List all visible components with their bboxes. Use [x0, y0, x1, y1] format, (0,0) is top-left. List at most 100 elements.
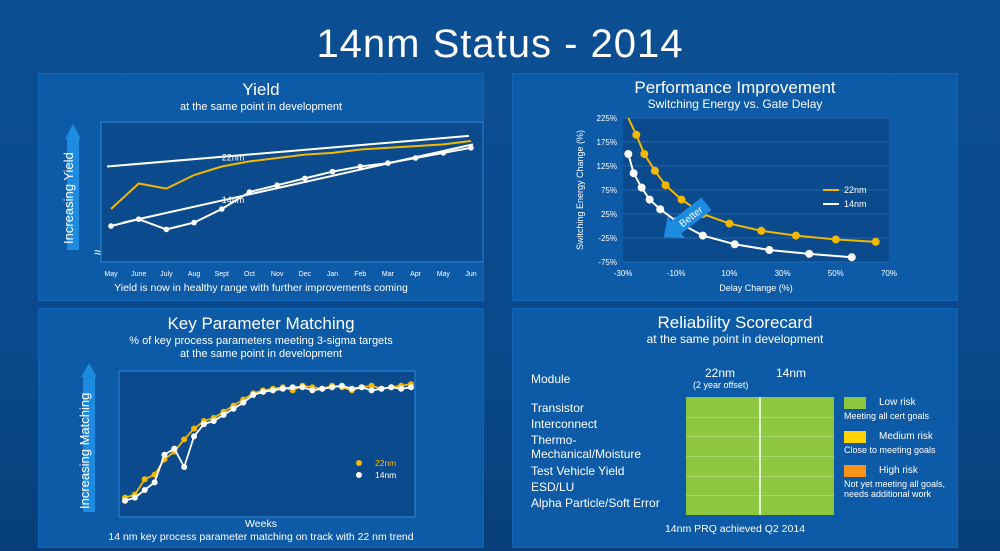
- key-point: [388, 384, 395, 391]
- scorecard-row-divider: [686, 436, 834, 438]
- key-point: [200, 421, 207, 428]
- key-point: [210, 418, 217, 424]
- yield-trend-arrow-14nm: [122, 143, 474, 224]
- key-point: [368, 387, 375, 394]
- scorecard-row-divider: [686, 416, 834, 418]
- yield-title: Yield: [242, 80, 280, 99]
- key-point: [378, 385, 385, 392]
- perf-point: [661, 181, 670, 190]
- yield-subtitle: at the same point in development: [179, 101, 343, 113]
- perf-point: [637, 183, 646, 192]
- yield-x-tick: June: [131, 271, 146, 278]
- risk-legend-label: Medium risk: [879, 431, 933, 442]
- perf-point: [650, 166, 659, 175]
- key-point: [269, 387, 276, 394]
- matching-up-arrow-icon: [81, 363, 97, 377]
- key-footer-1: Weeks: [245, 518, 277, 530]
- matching-arrow-shaft: [83, 376, 95, 512]
- perf-chart: 225% 175% 125% 75% 25% -25% -75% -30% -10% 10% 30%…: [575, 114, 897, 293]
- perf-point: [757, 226, 766, 235]
- perf-point: [831, 235, 840, 244]
- perf-point: [871, 237, 880, 246]
- yield-plot-area: [100, 121, 483, 263]
- key-footer-2: 14 nm key process parameter matching on …: [108, 531, 414, 543]
- risk-legend-label: High risk: [879, 465, 918, 476]
- perf-x-tick: 30%: [775, 269, 791, 278]
- perf-point: [629, 169, 638, 178]
- module-row-label: Alpha Particle/Soft Error: [531, 496, 660, 510]
- perf-point: [624, 150, 633, 158]
- risk-legend-desc: Close to meeting goals: [844, 445, 936, 455]
- module-row-label: Thermo- Mechanical/Moisture: [531, 433, 642, 461]
- yield-x-tick: Dec: [299, 271, 312, 278]
- key-point: [240, 399, 247, 406]
- perf-y-tick: -25%: [598, 234, 617, 243]
- key-plot-area: [118, 370, 416, 518]
- yield-point: [163, 226, 170, 233]
- perf-y-tick: 125%: [597, 162, 617, 171]
- key-subtitle-2: at the same point in development: [179, 348, 343, 360]
- yield-x-tick: Feb: [354, 271, 366, 278]
- perf-y-tick: 175%: [597, 138, 617, 147]
- perf-point: [730, 240, 739, 249]
- key-point: [151, 479, 158, 486]
- yield-panel: Yield at the same point in development I…: [38, 73, 484, 301]
- key-point: [368, 382, 375, 389]
- perf-y-tick: 25%: [601, 210, 617, 219]
- key-point: [309, 387, 316, 394]
- key-point: [358, 384, 365, 391]
- yield-point: [468, 145, 474, 151]
- yield-x-tick: Apr: [410, 271, 422, 278]
- perf-xlabel: Delay Change (%): [719, 283, 793, 293]
- key-legend-swatch: [356, 460, 362, 466]
- key-point: [230, 405, 237, 412]
- risk-legend-label: Low risk: [879, 397, 916, 408]
- yield-x-tick: July: [160, 271, 173, 278]
- risk-legend-desc: Not yet meeting all goals, needs additio…: [844, 479, 946, 499]
- yield-point: [274, 182, 280, 188]
- module-header: Module: [531, 372, 571, 386]
- key-point: [329, 384, 336, 391]
- key-title: Key Parameter Matching: [167, 314, 355, 333]
- key-point: [299, 384, 306, 391]
- yield-point: [357, 163, 364, 170]
- module-row-label: Interconnect: [531, 417, 598, 431]
- key-point: [408, 384, 414, 391]
- perf-y-tick: -75%: [598, 258, 617, 267]
- yield-x-tick: Oct: [244, 271, 255, 278]
- key-point: [122, 497, 128, 504]
- yield-up-arrow-icon: [65, 124, 81, 139]
- yield-series-line: [110, 140, 472, 210]
- perf-point: [725, 219, 734, 228]
- col-22nm: 22nm: [705, 366, 736, 380]
- col-14nm: 14nm: [776, 366, 807, 380]
- perf-ylabel: Switching Energy Change (%): [575, 130, 585, 250]
- key-point: [220, 411, 227, 418]
- yield-x-tick: Aug: [188, 271, 201, 278]
- perf-x-tick: 70%: [881, 269, 897, 278]
- yield-point: [108, 223, 114, 229]
- perf-title: Performance Improvement: [634, 78, 836, 97]
- yield-chart: Increasing Yield ≈ 22nm 14nm May June July A…: [61, 121, 483, 278]
- key-point: [161, 451, 168, 458]
- rel-subtitle: at the same point in development: [646, 332, 824, 346]
- module-row-label: Test Vehicle Yield: [531, 464, 625, 478]
- page-title: 14nm Status - 2014: [316, 22, 684, 66]
- yield-x-tick: Jun: [465, 271, 476, 278]
- yield-point: [191, 219, 197, 226]
- key-legend-swatch: [356, 472, 362, 478]
- risk-legend-desc: Meeting all cert goals: [844, 411, 930, 421]
- key-point: [191, 433, 198, 440]
- perf-point: [656, 205, 665, 214]
- scorecard-row-divider: [686, 495, 834, 497]
- key-point: [348, 385, 355, 392]
- key-point: [279, 385, 286, 392]
- yield-arrow-label: Increasing Yield: [61, 152, 76, 244]
- key-point: [141, 487, 148, 493]
- perf-point: [698, 231, 707, 240]
- perf-y-tick: 225%: [597, 114, 617, 123]
- yield-footer: Yield is now in healthy range with furth…: [114, 282, 408, 294]
- scorecard-row-divider: [686, 475, 834, 477]
- key-point: [260, 388, 267, 395]
- module-row-label: ESD/LU: [531, 480, 575, 494]
